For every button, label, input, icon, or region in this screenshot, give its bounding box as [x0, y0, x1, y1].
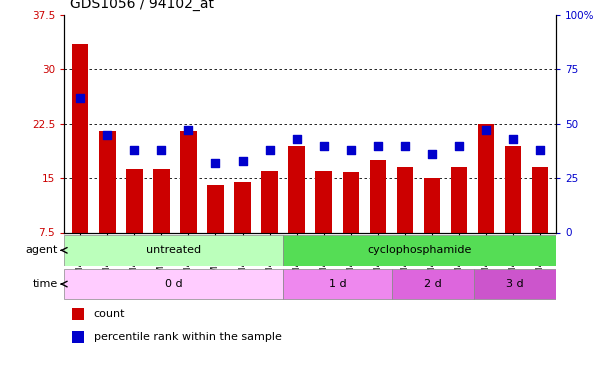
Bar	[283, 269, 392, 299]
Point	[535, 147, 544, 153]
Text: percentile rank within the sample: percentile rank within the sample	[93, 332, 282, 342]
Point	[265, 147, 274, 153]
Bar	[370, 160, 386, 232]
Text: count: count	[93, 309, 125, 319]
Point	[103, 132, 112, 138]
Bar	[532, 167, 548, 232]
Bar	[315, 171, 332, 232]
Text: 0 d: 0 d	[164, 279, 182, 289]
Bar	[72, 44, 89, 232]
Bar	[207, 185, 224, 232]
Bar	[505, 146, 521, 232]
Bar	[288, 146, 305, 232]
Bar	[99, 131, 115, 232]
Text: 2 d: 2 d	[424, 279, 442, 289]
Text: untreated: untreated	[146, 245, 201, 255]
Text: 1 d: 1 d	[329, 279, 346, 289]
Point	[183, 127, 193, 133]
Point	[319, 142, 329, 148]
Bar	[343, 172, 359, 232]
Text: 3 d: 3 d	[506, 279, 524, 289]
Text: cyclophosphamide: cyclophosphamide	[367, 245, 472, 255]
Point	[291, 136, 301, 142]
Point	[427, 151, 437, 157]
Text: agent: agent	[26, 245, 58, 255]
Bar	[235, 182, 251, 232]
Bar	[71, 308, 84, 320]
Bar	[392, 269, 474, 299]
Bar	[474, 269, 556, 299]
Point	[400, 142, 409, 148]
Bar	[450, 167, 467, 232]
Bar	[478, 124, 494, 232]
Bar	[153, 170, 170, 232]
Bar	[423, 178, 440, 232]
Bar	[397, 167, 413, 232]
Bar	[64, 235, 283, 266]
Point	[211, 160, 221, 166]
Point	[76, 94, 86, 100]
Point	[130, 147, 139, 153]
Text: GDS1056 / 94102_at: GDS1056 / 94102_at	[70, 0, 214, 11]
Point	[454, 142, 464, 148]
Text: time: time	[33, 279, 58, 289]
Bar	[64, 269, 283, 299]
Bar	[262, 171, 277, 232]
Bar	[180, 131, 197, 232]
Bar	[126, 170, 142, 232]
Point	[156, 147, 166, 153]
Point	[238, 158, 247, 164]
Bar	[71, 331, 84, 344]
Point	[373, 142, 382, 148]
Point	[508, 136, 518, 142]
Point	[346, 147, 356, 153]
Bar	[283, 235, 556, 266]
Point	[481, 127, 491, 133]
